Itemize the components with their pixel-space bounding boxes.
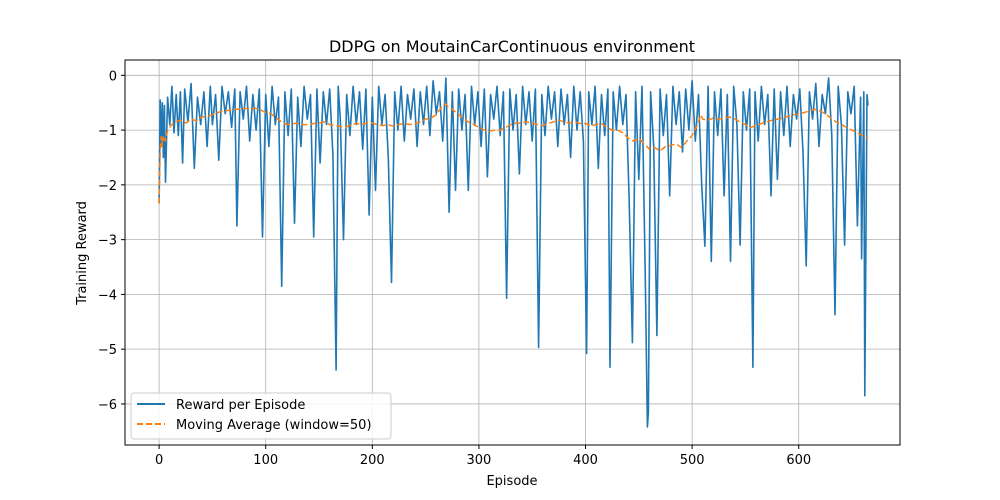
legend: Reward per Episode Moving Average (windo… xyxy=(130,392,392,440)
y-tick-label: 0 xyxy=(109,69,117,84)
plot-frame xyxy=(124,59,901,446)
x-tick-label: 300 xyxy=(467,453,492,468)
x-tick-label: 600 xyxy=(786,453,811,468)
y-axis-label: Training Reward xyxy=(75,201,90,306)
y-tick-label: −6 xyxy=(98,398,117,413)
y-tick-label: −3 xyxy=(98,234,117,249)
legend-label-reward: Reward per Episode xyxy=(176,398,305,413)
x-tick-label: 500 xyxy=(680,453,705,468)
x-axis-label: Episode xyxy=(486,474,537,489)
y-tick-label: −1 xyxy=(98,124,117,139)
x-tick-label: 400 xyxy=(573,453,598,468)
x-tick-label: 100 xyxy=(253,453,278,468)
chart-title: DDPG on MoutainCarContinuous environment xyxy=(329,37,695,56)
moving-average-line xyxy=(158,103,869,204)
series-layer xyxy=(158,77,869,428)
y-tick-label: −4 xyxy=(98,288,117,303)
y-axis: 0 −1 −2 −3 −4 −5 −6 xyxy=(98,69,125,413)
legend-box xyxy=(130,392,392,440)
x-tick-label: 200 xyxy=(360,453,385,468)
reward-per-episode-line xyxy=(158,77,869,428)
legend-label-moving-average: Moving Average (window=50) xyxy=(176,418,372,433)
x-tick-label: 0 xyxy=(155,453,163,468)
y-tick-label: −5 xyxy=(98,343,117,358)
y-tick-label: −2 xyxy=(98,179,117,194)
x-axis: 0 100 200 300 400 500 600 xyxy=(155,445,811,468)
